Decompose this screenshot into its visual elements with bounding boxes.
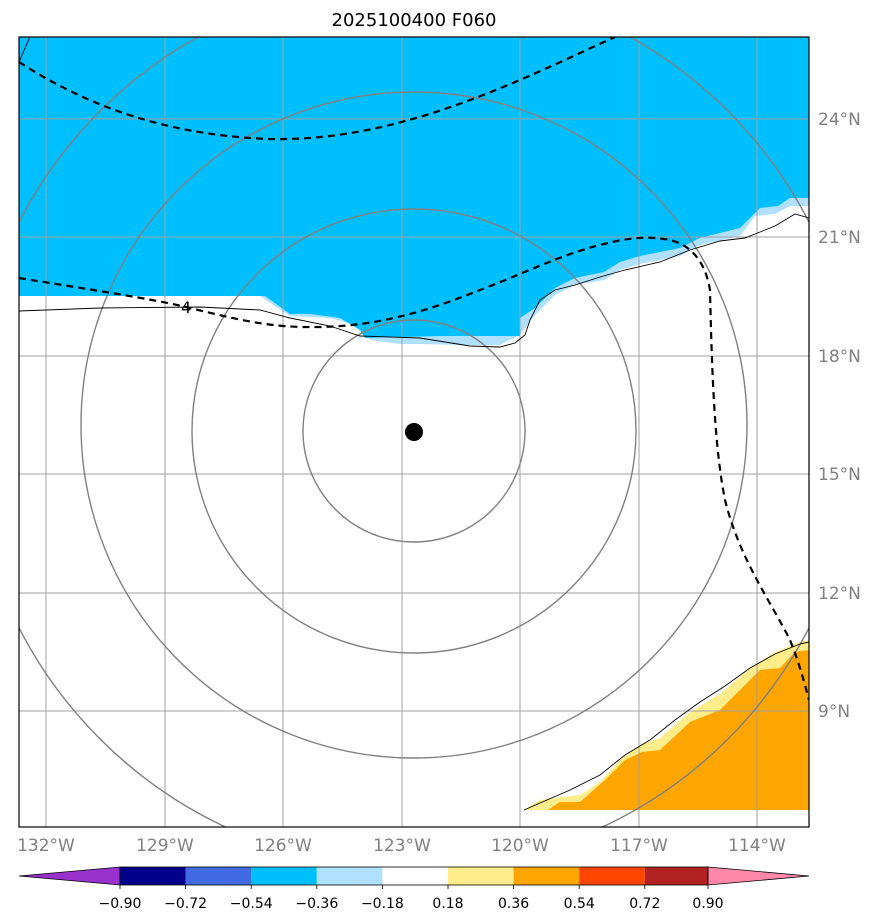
lon-label: 123°W [373,836,431,856]
lat-label: 24°N [818,110,861,130]
colorbar-frame [119,866,709,886]
lon-label: 114°W [728,836,786,856]
colorbar-tick-label: −0.36 [295,896,338,912]
latitude-labels: 24°N 21°N 18°N 15°N 12°N 9°N [818,110,861,722]
colorbar-ticks [119,885,709,889]
colorbar-tick-label: −0.18 [361,896,404,912]
colorbar-tick-labels: −0.90 −0.72 −0.54 −0.36 −0.18 0.18 0.36 … [99,896,724,912]
lon-label: 129°W [136,836,194,856]
longitude-labels: 132°W 129°W 126°W 123°W 120°W 117°W 114°… [17,836,786,856]
colorbar-segment [644,867,708,885]
contour-middle [19,236,809,701]
colorbar-tick-label: 0.36 [498,896,529,912]
coastline [19,37,809,811]
positive-anomaly-fill [548,650,809,810]
colorbar-tick-label: −0.72 [164,896,207,912]
lon-label: 117°W [610,836,668,856]
colorbar-segment [185,867,252,885]
lon-label: 132°W [17,836,75,856]
distance-rings [19,37,809,827]
colorbar-segment [251,867,317,885]
colorbar-tick-label: −0.90 [99,896,142,912]
graticule [19,37,809,827]
colorbar-tick-label: 0.18 [432,896,463,912]
colorbar-extend-high [707,866,810,886]
dashed-contours [19,37,809,701]
contour-label: 4 [181,298,191,317]
colorbar-segment [513,867,580,885]
colorbar-tick-label: 0.54 [564,896,595,912]
colorbar-extend-low [18,866,121,886]
lat-label: 9°N [818,702,850,722]
colorbar-segment [579,867,645,885]
lat-label: 21°N [818,228,861,248]
range-ring-2 [191,208,637,654]
range-ring-3 [80,91,748,759]
lat-label: 15°N [818,465,861,485]
colorbar-tick-label: −0.54 [230,896,273,912]
negative-anomaly-fill [19,37,809,338]
colorbar: −0.90 −0.72 −0.54 −0.36 −0.18 0.18 0.36 … [18,866,810,912]
storm-center-marker [405,423,423,441]
map-border [18,36,810,828]
lon-label: 126°W [254,836,312,856]
colorbar-segment [382,867,448,885]
lon-label: 120°W [491,836,549,856]
figure-title: 2025100400 F060 [332,10,497,31]
colorbar-tick-label: 0.72 [629,896,660,912]
map-area: 4 [19,37,809,827]
colorbar-tick-label: 0.90 [692,896,723,912]
range-ring-1 [302,319,526,543]
colorbar-segment [448,867,514,885]
colorbar-segment [316,867,383,885]
lat-label: 12°N [818,584,861,604]
colorbar-segment [120,867,186,885]
lat-label: 18°N [818,347,861,367]
contour-north [19,37,616,141]
